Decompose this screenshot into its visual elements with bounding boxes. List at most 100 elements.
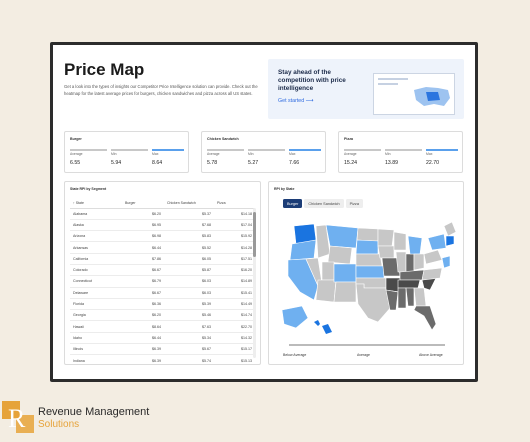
legend-above-average: Above Average	[419, 353, 443, 357]
price-cell: $6.39	[122, 354, 164, 364]
price-cell: $14.49	[214, 298, 255, 311]
max-label: Max	[289, 152, 296, 156]
state-rpi-table: ↑ State Burger Chicken Sandwich Pizza Al…	[70, 198, 255, 364]
card-title: Burger	[70, 137, 82, 141]
min-label: Min	[248, 152, 254, 156]
state-cell: Connecticut	[70, 275, 122, 288]
table-row[interactable]: Arkansas $6.44 $5.52 $14.28	[70, 241, 255, 254]
legend-below-average: Below Average	[283, 353, 307, 357]
tab-chicken-sandwich[interactable]: Chicken Sandwich	[304, 199, 344, 208]
price-cell: $6.95	[122, 219, 164, 232]
us-heatmap[interactable]	[274, 214, 460, 340]
column-header-chicken-sandwich[interactable]: Chicken Sandwich	[164, 198, 214, 209]
brand-logo: R	[2, 401, 34, 433]
legend-gradient-bar	[289, 344, 445, 346]
average-value: 5.78	[207, 160, 218, 166]
tab-pizza[interactable]: Pizza	[345, 199, 363, 208]
price-cell: $6.36	[122, 298, 164, 311]
price-map-page: Price Map Get a look into the types of i…	[53, 45, 475, 379]
card-title: Chicken Sandwich	[207, 137, 239, 141]
table-row[interactable]: Alabama $6.20 $5.37 $14.18	[70, 208, 255, 220]
get-started-link[interactable]: Get started ⟶	[278, 98, 314, 104]
state-cell: Georgia	[70, 309, 122, 322]
price-cell: $5.74	[164, 354, 214, 364]
table-row[interactable]: Colorado $6.67 $5.87 $16.20	[70, 264, 255, 277]
table-row[interactable]: Alaska $6.95 $7.68 $17.04	[70, 219, 255, 232]
column-header-pizza[interactable]: Pizza	[214, 198, 255, 209]
price-cell: $6.20	[122, 309, 164, 322]
table-row[interactable]: Illinois $6.39 $5.67 $15.17	[70, 343, 255, 356]
intro-text: Get a look into the types of insights ou…	[64, 84, 258, 96]
table-row[interactable]: Indiana $6.39 $5.74 $15.13	[70, 354, 255, 364]
price-cell: $14.89	[214, 275, 255, 288]
price-cell: $6.20	[122, 208, 164, 220]
table-title: State RPI by Segment	[70, 187, 107, 191]
average-label: Average	[344, 152, 357, 156]
table-row[interactable]: Arizona $6.98 $5.83 $15.92	[70, 230, 255, 243]
promo-banner: Stay ahead of the competition with price…	[268, 59, 464, 119]
min-value: 13.89	[385, 160, 398, 166]
price-cell: $5.39	[164, 298, 214, 311]
price-cell: $14.18	[214, 208, 255, 220]
average-value: 6.55	[70, 160, 81, 166]
burger-card: Burger Average Min Max 6.55 5.94 8.64	[64, 131, 189, 173]
map-title: RPI by State	[274, 187, 295, 191]
scrollbar-thumb[interactable]	[253, 212, 256, 257]
price-cell: $6.05	[164, 253, 214, 265]
price-cell: $14.32	[214, 332, 255, 345]
table-scrollbar[interactable]	[253, 208, 256, 358]
brand-logo-letter: R	[8, 404, 26, 433]
price-cell: $15.13	[214, 354, 255, 364]
column-header-burger[interactable]: Burger	[122, 198, 164, 209]
brand-name: Revenue Management	[38, 406, 150, 418]
table-row[interactable]: Idaho $6.44 $5.34 $14.32	[70, 332, 255, 345]
min-value: 5.27	[248, 160, 259, 166]
min-label: Min	[385, 152, 391, 156]
price-cell: $5.52	[164, 241, 214, 254]
rpi-map-panel: RPI by State Burger Chicken Sandwich Piz…	[268, 181, 464, 365]
price-cell: $7.68	[164, 219, 214, 232]
average-label: Average	[70, 152, 83, 156]
chicken-sandwich-card: Chicken Sandwich Average Min Max 5.78 5.…	[201, 131, 326, 173]
price-cell: $6.44	[122, 241, 164, 254]
legend-average: Average	[357, 353, 370, 357]
state-cell: Illinois	[70, 343, 122, 356]
table-row[interactable]: California $7.86 $6.05 $17.51	[70, 253, 255, 265]
max-label: Max	[152, 152, 159, 156]
price-cell: $6.79	[122, 275, 164, 288]
state-rpi-table-panel: State RPI by Segment ↑ State Burger Chic…	[64, 181, 261, 365]
table-row[interactable]: Florida $6.36 $5.39 $14.49	[70, 298, 255, 311]
state-cell: Arkansas	[70, 241, 122, 254]
table-row[interactable]: Delaware $6.67 $6.03 $15.41	[70, 287, 255, 299]
tab-burger[interactable]: Burger	[283, 199, 303, 208]
price-cell: $17.51	[214, 253, 255, 265]
state-cell: Alabama	[70, 208, 122, 220]
table-row[interactable]: Connecticut $6.79 $6.03 $14.89	[70, 275, 255, 288]
state-cell: California	[70, 253, 122, 265]
price-cell: $8.64	[122, 320, 164, 333]
page-title: Price Map	[64, 60, 145, 79]
state-cell: Delaware	[70, 287, 122, 299]
price-cell: $7.86	[122, 253, 164, 265]
price-cell: $16.20	[214, 264, 255, 277]
state-cell: Florida	[70, 298, 122, 311]
price-cell: $6.03	[164, 275, 214, 288]
pizza-card: Pizza Average Min Max 15.24 13.89 22.70	[338, 131, 463, 173]
table-row[interactable]: Hawaii $8.64 $7.63 $22.70	[70, 320, 255, 333]
price-cell: $6.39	[122, 343, 164, 356]
brand-subtitle: Solutions	[38, 419, 80, 430]
price-cell: $5.83	[164, 230, 214, 243]
price-cell: $6.67	[122, 287, 164, 299]
state-cell: Colorado	[70, 264, 122, 277]
promo-screenshot-image	[373, 73, 455, 115]
price-cell: $6.98	[122, 230, 164, 243]
column-header-state[interactable]: ↑ State	[70, 198, 122, 209]
price-cell: $6.44	[122, 332, 164, 345]
price-cell: $6.67	[122, 264, 164, 277]
max-label: Max	[426, 152, 433, 156]
table-row[interactable]: Georgia $6.20 $5.46 $14.74	[70, 309, 255, 322]
card-title: Pizza	[344, 137, 353, 141]
state-cell: Hawaii	[70, 320, 122, 333]
price-cell: $15.92	[214, 230, 255, 243]
min-label: Min	[111, 152, 117, 156]
